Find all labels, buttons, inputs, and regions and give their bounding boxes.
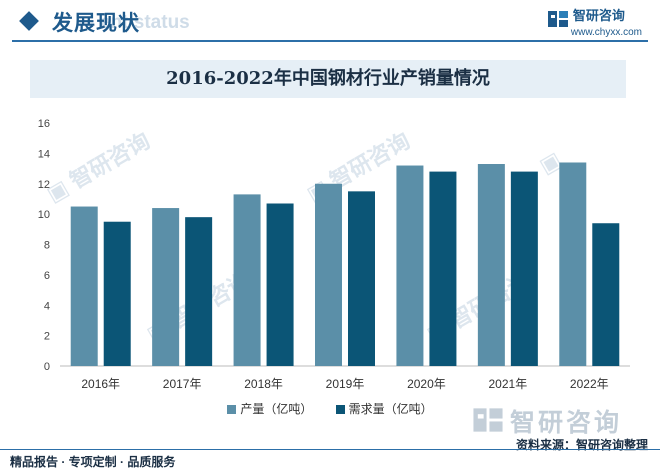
ghost-heading: ent status	[100, 12, 190, 33]
chart-title: 2016-2022年中国钢材行业产销量情况	[166, 68, 490, 89]
bar-demand-4	[429, 171, 457, 366]
source-text: 资料来源：智研咨询整理	[515, 438, 648, 452]
x-tick-label-6: 2022年	[570, 377, 609, 391]
y-tick-label-7: 14	[38, 148, 50, 160]
bar-production-0	[70, 206, 98, 366]
y-tick-label-6: 12	[38, 179, 50, 191]
bar-production-6	[559, 162, 587, 366]
x-tick-label-1: 2017年	[163, 377, 202, 391]
bar-demand-2	[266, 203, 294, 366]
brand: 智研咨询 www.chyxx.com	[547, 8, 642, 40]
source-logo-text: 智研咨询	[510, 409, 623, 437]
legend-item-production: 产量（亿吨）	[227, 400, 312, 417]
brand-name: 智研咨询	[572, 8, 625, 23]
y-tick-label-2: 4	[44, 300, 50, 312]
y-tick-label-5: 10	[38, 209, 50, 221]
bar-production-3	[315, 183, 342, 366]
bar-chart: 0 2 4 6 8 10 12 14 16 2016年 2017年 2018年 2019年 2020年 20…	[38, 118, 630, 391]
bar-demand-5	[510, 171, 538, 366]
footer-divider	[0, 449, 660, 450]
bar-production-4	[396, 165, 424, 366]
legend-item-demand: 需求量（亿吨）	[335, 400, 433, 417]
header-divider	[12, 40, 648, 42]
chart-title-box: 2016-2022年中国钢材行业产销量情况	[30, 60, 626, 98]
legend: 产量（亿吨） 需求量（亿吨）	[0, 400, 660, 417]
header: ent status 发展现状 智研咨询 www.chyxx.com	[0, 0, 660, 44]
x-tick-label-0: 2016年	[81, 377, 120, 391]
legend-label-production: 产量（亿吨）	[240, 402, 313, 416]
bar-production-2	[233, 194, 261, 366]
x-tick-label-2: 2018年	[244, 377, 283, 391]
x-tick-label-3: 2019年	[326, 377, 365, 391]
bar-production-5	[477, 164, 505, 366]
brand-url: www.chyxx.com	[570, 27, 642, 38]
y-tick-label-8: 16	[38, 118, 50, 130]
legend-swatch-production	[227, 405, 237, 414]
y-tick-label-0: 0	[44, 361, 50, 373]
legend-swatch-demand	[335, 405, 345, 414]
bar-demand-3	[348, 191, 375, 366]
legend-label-demand: 需求量（亿吨）	[348, 402, 433, 416]
bar-demand-1	[185, 217, 213, 366]
x-tick-label-4: 2020年	[407, 377, 446, 391]
section-title: 发展现状	[52, 10, 140, 35]
x-tick-label-5: 2021年	[489, 377, 528, 391]
footer-text: 精品报告 · 专项定制 · 品质服务	[10, 455, 176, 469]
y-tick-label-3: 6	[44, 270, 50, 282]
bar-production-1	[152, 208, 180, 366]
bar-demand-0	[103, 221, 131, 366]
source-logo-icon	[473, 408, 503, 432]
brand-logo-icon	[547, 11, 568, 27]
bar-demand-6	[592, 223, 620, 366]
y-tick-label-1: 2	[44, 331, 50, 343]
y-tick-label-4: 8	[44, 240, 50, 252]
